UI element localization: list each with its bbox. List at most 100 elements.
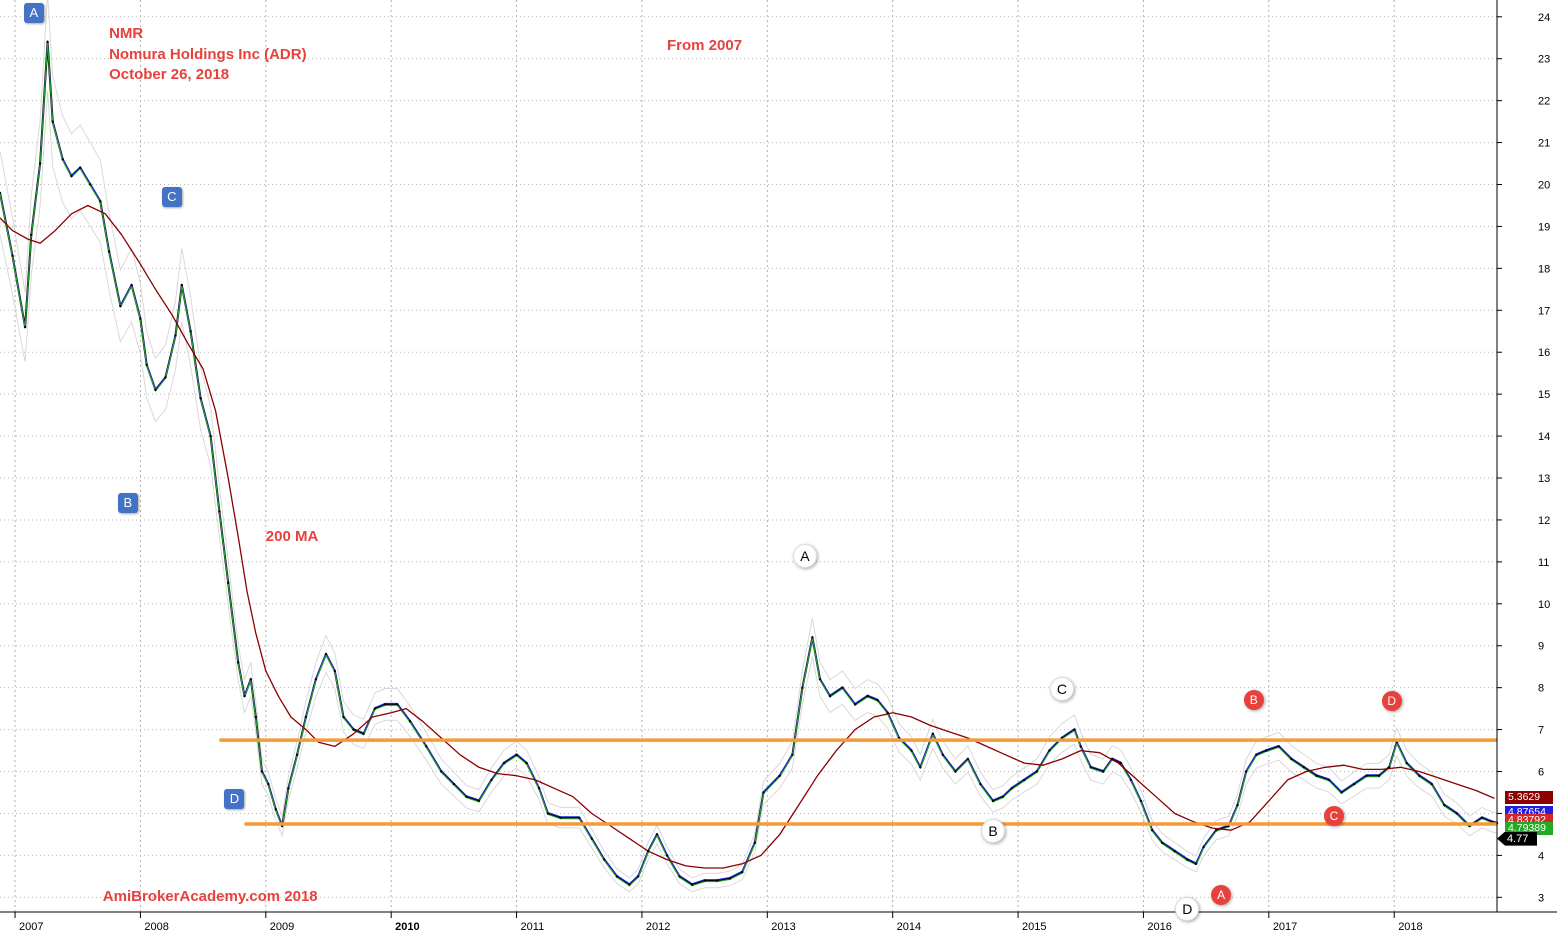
close-point [287,787,290,790]
close-point [1302,766,1306,769]
close-point [333,669,336,673]
close-point [396,703,399,706]
close-point [1010,787,1013,790]
y-tick-label: 4 [1538,850,1544,862]
y-tick-label: 22 [1538,96,1550,108]
close-point [828,694,832,698]
close-point [991,799,995,803]
y-tick-label: 9 [1538,641,1544,653]
close-point [728,877,731,880]
close-point [189,330,192,333]
price-tag: 4.79389 [1505,821,1553,835]
close-point [61,158,64,161]
close-point [1139,799,1143,803]
close-point [1418,774,1421,777]
wave-label-white-circle: C [1049,676,1074,701]
close-point [853,703,857,706]
x-tick-label: 2014 [897,921,921,933]
close-point [383,703,387,706]
close-point [0,191,2,195]
y-tick-label: 16 [1538,347,1550,359]
bb-bottom-line [0,90,1498,893]
close-point [218,510,221,513]
close-point [1173,850,1177,853]
y-tick-label: 21 [1538,138,1550,150]
close-point [741,871,744,874]
close-point [145,363,148,366]
close-point [70,174,73,178]
close-point [425,745,428,748]
close-point [1443,803,1446,807]
y-tick-label: 24 [1538,12,1550,24]
close-point [30,233,33,236]
close-point [603,858,606,861]
close-point [818,678,822,681]
close-point [1315,774,1318,777]
close-point [324,652,328,656]
close-point [537,787,541,790]
close-point [1089,766,1093,769]
close-point [490,778,493,782]
close-point [1388,766,1391,769]
close-point [249,678,252,681]
close-point [1236,803,1239,807]
close-point [753,841,756,844]
close-point [1340,791,1343,794]
close-point [615,875,619,878]
close-point [866,694,869,698]
x-tick-label: 2007 [19,921,43,933]
close-point [801,686,804,689]
close-point [119,304,122,308]
close-point [778,774,781,777]
price-tag: 4.77 [1497,831,1537,846]
close-point [811,636,814,639]
close-point [1405,761,1408,765]
wave-label-white-circle: D [1175,896,1200,921]
close-point [130,283,133,287]
close-point [1290,757,1293,761]
y-tick-label: 19 [1538,221,1550,233]
close-point [841,686,844,689]
close-point [209,434,212,438]
close-point [502,761,506,765]
y-axis-ticks: 3456789101112131415161718192021222324 [1497,12,1550,904]
close-point [637,875,640,878]
close-point [791,753,794,756]
y-tick-label: 13 [1538,473,1550,485]
ema-low-line [0,42,1498,887]
wave-label-blue-square: C [161,187,182,208]
close-point [559,816,562,819]
close-point [1119,761,1123,765]
close-point [1023,778,1026,782]
close-point [546,812,550,815]
close-point [199,397,202,400]
x-tick-label: 2010 [395,921,419,933]
close-point [362,732,365,735]
close-point [1202,845,1205,849]
x-tick-label: 2016 [1147,921,1171,933]
close-point [690,883,694,886]
y-tick-label: 6 [1538,767,1544,779]
close-point [919,766,922,769]
wave-label-blue-square: D [224,788,245,809]
x-tick-label: 2011 [521,921,545,933]
close-point [452,782,456,786]
close-point [23,325,27,329]
close-point [1102,770,1105,773]
support-resistance-lines [219,738,1497,826]
chart-annotation: AmiBrokerAcademy.com 2018 [102,888,318,906]
wave-label-red-circle: D [1381,691,1402,712]
close-point [1073,728,1076,731]
close-point [408,720,412,723]
close-point [1110,757,1114,761]
x-tick-label: 2009 [270,921,294,933]
y-tick-label: 11 [1538,557,1549,569]
close-point [1377,774,1381,777]
chart-annotation: 200 MA [265,527,319,545]
close-point [590,837,593,840]
y-tick-label: 18 [1538,263,1550,275]
close-point [525,761,528,765]
x-tick-label: 2017 [1273,921,1297,933]
close-point [1129,778,1133,782]
